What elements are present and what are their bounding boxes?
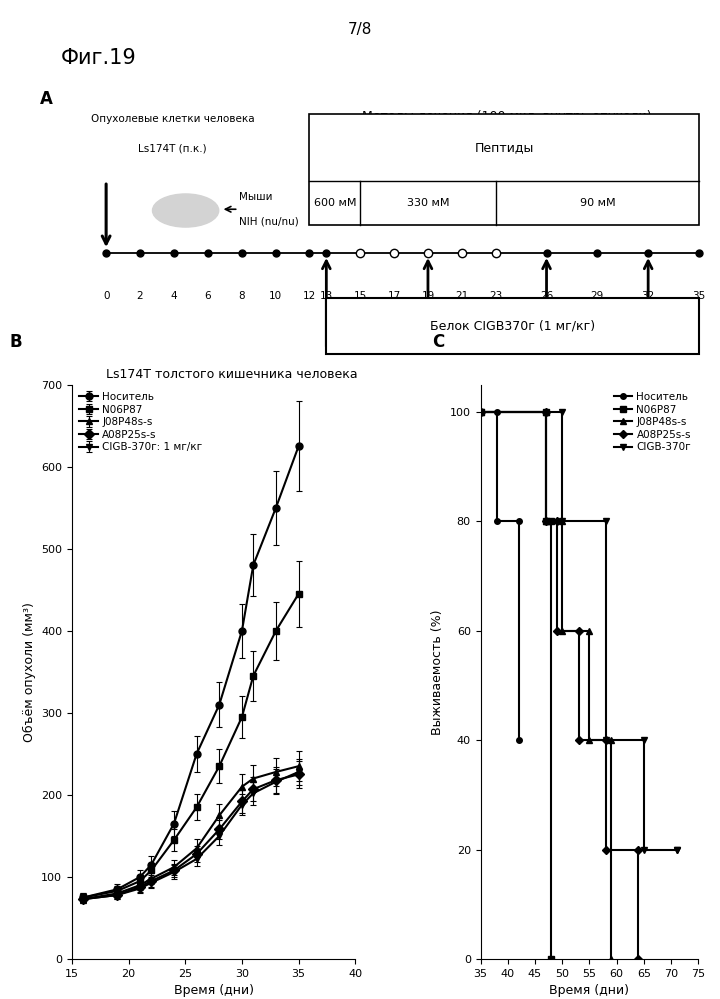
- Text: Ls174T (п.к.): Ls174T (п.к.): [138, 143, 207, 153]
- Text: 4: 4: [171, 291, 177, 301]
- A08P25s-s: [541, 406, 550, 418]
- N06P87: [476, 406, 485, 418]
- Line: CIGB-370г: CIGB-370г: [478, 410, 680, 852]
- Text: 10: 10: [269, 291, 282, 301]
- A08P25s-s: [575, 624, 583, 636]
- Носитель: [514, 515, 523, 527]
- Text: 600 мМ: 600 мМ: [313, 198, 356, 208]
- J08P48s-s: [585, 624, 594, 636]
- N06P87: [541, 515, 550, 527]
- Носитель: [492, 515, 501, 527]
- J08P48s-s: [607, 734, 616, 746]
- Text: Методы лечения (100 мкл, внутрь опухоли): Методы лечения (100 мкл, внутрь опухоли): [362, 111, 652, 124]
- Text: В: В: [9, 333, 22, 351]
- Text: 8: 8: [238, 291, 245, 301]
- Text: 7/8: 7/8: [348, 22, 372, 37]
- A08P25s-s: [601, 734, 610, 746]
- Text: 2: 2: [137, 291, 143, 301]
- CIGB-370г: [601, 734, 610, 746]
- Bar: [326, 299, 699, 355]
- Text: Белок CIGB370г (1 мг/кг): Белок CIGB370г (1 мг/кг): [430, 320, 595, 333]
- J08P48s-s: [585, 734, 594, 746]
- Text: 90 мМ: 90 мМ: [580, 198, 615, 208]
- N06P87: [541, 406, 550, 418]
- Text: 17: 17: [387, 291, 401, 301]
- Text: 0: 0: [103, 291, 109, 301]
- A08P25s-s: [575, 734, 583, 746]
- Text: 15: 15: [354, 291, 366, 301]
- Text: 26: 26: [540, 291, 553, 301]
- Legend: Носитель, N06P87, J08P48s-s, A08P25s-s, CIGB-370г: 1 мг/кг: Носитель, N06P87, J08P48s-s, A08P25s-s, …: [77, 390, 204, 455]
- Text: 330 мМ: 330 мМ: [407, 198, 449, 208]
- CIGB-370г: [601, 515, 610, 527]
- Text: Опухолевые клетки человека: Опухолевые клетки человека: [91, 114, 254, 124]
- Text: Фиг.19: Фиг.19: [61, 48, 137, 68]
- CIGB-370г: [672, 843, 681, 855]
- Text: Пептиды: Пептиды: [474, 141, 534, 154]
- Line: N06P87: N06P87: [478, 410, 554, 962]
- Text: 35: 35: [693, 291, 706, 301]
- J08P48s-s: [476, 406, 485, 418]
- Text: С: С: [433, 333, 445, 351]
- J08P48s-s: [607, 953, 616, 965]
- Text: NIH (nu/nu): NIH (nu/nu): [238, 217, 298, 227]
- Text: 29: 29: [590, 291, 604, 301]
- A08P25s-s: [552, 515, 561, 527]
- CIGB-370г: [558, 515, 567, 527]
- Y-axis label: Объём опухоли (мм³): Объём опухоли (мм³): [22, 601, 35, 742]
- Line: Носитель: Носитель: [478, 410, 521, 743]
- N06P87: [547, 515, 556, 527]
- CIGB-370г: [558, 406, 567, 418]
- CIGB-370г: [476, 406, 485, 418]
- CIGB-370г: [672, 843, 681, 855]
- Bar: [310, 114, 699, 225]
- A08P25s-s: [541, 515, 550, 527]
- A08P25s-s: [601, 843, 610, 855]
- Text: 13: 13: [320, 291, 333, 301]
- CIGB-370г: [639, 734, 648, 746]
- Legend: Носитель, N06P87, J08P48s-s, A08P25s-s, CIGB-370г: Носитель, N06P87, J08P48s-s, A08P25s-s, …: [611, 390, 693, 455]
- Text: 6: 6: [204, 291, 211, 301]
- X-axis label: Время (дни): Время (дни): [549, 984, 629, 997]
- Y-axis label: Выживаемость (%): Выживаемость (%): [431, 609, 444, 734]
- A08P25s-s: [552, 624, 561, 636]
- A08P25s-s: [634, 843, 643, 855]
- X-axis label: Время (дни): Время (дни): [174, 984, 253, 997]
- Ellipse shape: [153, 194, 219, 227]
- Text: 23: 23: [489, 291, 503, 301]
- J08P48s-s: [541, 515, 550, 527]
- Text: Мыши: Мыши: [238, 192, 272, 202]
- Text: Ls174T толстого кишечника человека: Ls174T толстого кишечника человека: [106, 368, 358, 381]
- Text: 19: 19: [421, 291, 435, 301]
- Text: А: А: [40, 90, 53, 108]
- Line: J08P48s-s: J08P48s-s: [478, 410, 614, 962]
- Носитель: [514, 734, 523, 746]
- Text: 32: 32: [642, 291, 654, 301]
- Line: A08P25s-s: A08P25s-s: [478, 410, 642, 962]
- J08P48s-s: [558, 515, 567, 527]
- Text: 21: 21: [455, 291, 469, 301]
- A08P25s-s: [476, 406, 485, 418]
- J08P48s-s: [541, 406, 550, 418]
- Text: 12: 12: [303, 291, 316, 301]
- Носитель: [476, 406, 485, 418]
- J08P48s-s: [558, 624, 567, 636]
- Носитель: [492, 406, 501, 418]
- N06P87: [547, 953, 556, 965]
- CIGB-370г: [639, 843, 648, 855]
- A08P25s-s: [634, 953, 643, 965]
